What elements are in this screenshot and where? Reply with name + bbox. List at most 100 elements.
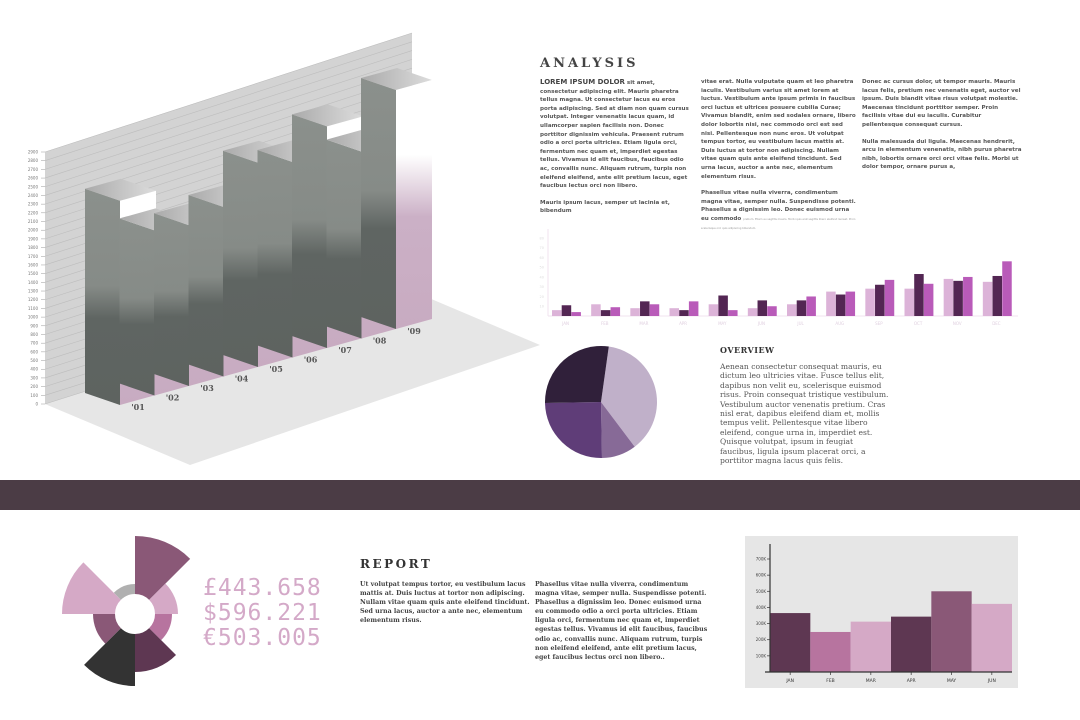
y-tick-label: 1500 [28, 271, 39, 276]
y-tick-label: 1600 [28, 262, 39, 267]
overview-text: Aenean consectetur consequat mauris, eu … [720, 362, 889, 466]
x-tick-label: '06 [304, 355, 318, 365]
amount-gbp: £443.658 [203, 575, 322, 601]
y-tick-label: 2000 [28, 228, 39, 233]
bar [591, 304, 601, 316]
analysis-text: Donec ac cursus dolor, ut tempor mauris.… [862, 79, 1021, 128]
bar [787, 304, 797, 316]
x-tick-label: '05 [269, 364, 283, 374]
y-tick-label: 200 [30, 384, 38, 389]
y-tick-label: 400K [756, 605, 767, 610]
bar [923, 283, 934, 316]
analysis-text: Phasellus vitae nulla viverra, condiment… [701, 190, 856, 222]
bar-side [188, 195, 224, 377]
bar-front [396, 80, 432, 329]
bar [640, 301, 650, 316]
x-tick-label: FEB [601, 321, 609, 326]
x-tick-label: MAR [866, 678, 876, 684]
x-tick-label: SEP [875, 321, 883, 326]
y-tick-label: 2400 [28, 193, 39, 198]
polar-segment [62, 562, 121, 614]
chart-floor [45, 290, 540, 465]
x-tick-label: MAY [718, 321, 727, 326]
bar-side [292, 114, 327, 349]
bar [806, 296, 816, 316]
bar [747, 308, 758, 316]
analysis-text: sit amet, consectetur adipiscing elit. M… [540, 80, 689, 190]
bar [850, 621, 891, 672]
y-tick-label: 2800 [28, 158, 39, 163]
x-tick-label: '09 [407, 326, 421, 336]
y-tick-label: 1400 [28, 280, 39, 285]
bar [845, 291, 856, 316]
bar [728, 310, 738, 316]
analysis-column-3: Donec ac cursus dolor, ut tempor mauris.… [862, 78, 1022, 180]
grouped-bar-chart: 10 20 30 40 50 60 70 80 JAN FEB MAR APR MAY JUN JUL AUG… [540, 229, 1018, 326]
y-tick-label: 1800 [28, 245, 39, 250]
bar [865, 288, 875, 316]
y-tick-label: 500K [756, 589, 767, 594]
polar-segment [149, 614, 172, 641]
bar-side [154, 213, 189, 386]
overview-title: OVERVIEW [720, 345, 775, 355]
bar-side [361, 78, 396, 329]
bar [679, 310, 689, 316]
report-column-1: Ut volutpat tempus tortor, eu vestibulum… [360, 581, 530, 625]
bar [810, 631, 851, 672]
y-tick-label: 1200 [28, 297, 39, 302]
bar-side [119, 218, 155, 396]
x-tick-label: '04 [235, 374, 249, 384]
x-tick-label: JAN [561, 321, 569, 326]
bar [826, 291, 836, 316]
x-tick-label: DEC [992, 321, 1001, 326]
pie-slice [601, 346, 657, 447]
bar [953, 280, 963, 316]
x-tick-label: JUL [796, 321, 804, 326]
x-tick-label: '07 [338, 345, 352, 355]
amounts: £443.658 $596.221 €503.005 [203, 576, 322, 651]
bar [767, 306, 777, 316]
x-tick-label: FEB [826, 678, 835, 684]
bar [891, 616, 932, 672]
y-tick-label: 800 [30, 332, 38, 337]
wall-gridline [44, 67, 413, 188]
monthly-bar-chart: 100K 200K 300K 400K 500K 600K 700K JAN FEB MAR APR… [756, 544, 1012, 684]
x-tick-label: '02 [166, 393, 180, 403]
bar [600, 310, 611, 316]
y-tick-label: 20 [540, 295, 544, 299]
wall-gridline [44, 76, 413, 196]
x-tick-label: JUN [987, 678, 996, 684]
y-tick-label: 2700 [28, 167, 39, 172]
x-tick-label: '01 [131, 402, 145, 412]
y-tick-label: 1100 [28, 306, 39, 311]
y-tick-label: 40 [540, 275, 544, 279]
bar-top [85, 178, 156, 201]
bar-side [326, 139, 362, 339]
x-tick-label: JUN [757, 321, 765, 326]
polar-segment [135, 628, 177, 672]
y-tick-label: 1700 [28, 254, 39, 259]
pie-slice [545, 402, 602, 458]
bar [992, 275, 1003, 316]
report-title: REPORT [360, 557, 433, 571]
analysis-lead: LOREM IPSUM DOLOR [540, 78, 625, 86]
bar-top [292, 104, 363, 127]
y-tick-label: 2300 [28, 202, 39, 207]
x-tick-label: '08 [373, 336, 387, 346]
bar [963, 276, 973, 316]
y-tick-label: 100K [756, 653, 767, 658]
bar [971, 603, 1012, 672]
3d-bar-chart: 0 100 200 300 400 500 600 700 800 900 1000 1100 1200… [28, 32, 540, 465]
y-tick-label: 80 [540, 236, 544, 240]
bar [649, 304, 660, 316]
wall-gridline [44, 32, 413, 153]
y-tick-label: 700K [756, 557, 767, 562]
y-tick-label: 300K [756, 621, 767, 626]
bar [931, 591, 972, 672]
y-tick-label: 700 [30, 341, 38, 346]
y-tick-label: 2600 [28, 176, 39, 181]
y-tick-label: 60 [540, 256, 544, 260]
y-tick-label: 900 [30, 323, 38, 328]
y-tick-label: 200K [756, 637, 767, 642]
y-tick-label: 2500 [28, 184, 39, 189]
